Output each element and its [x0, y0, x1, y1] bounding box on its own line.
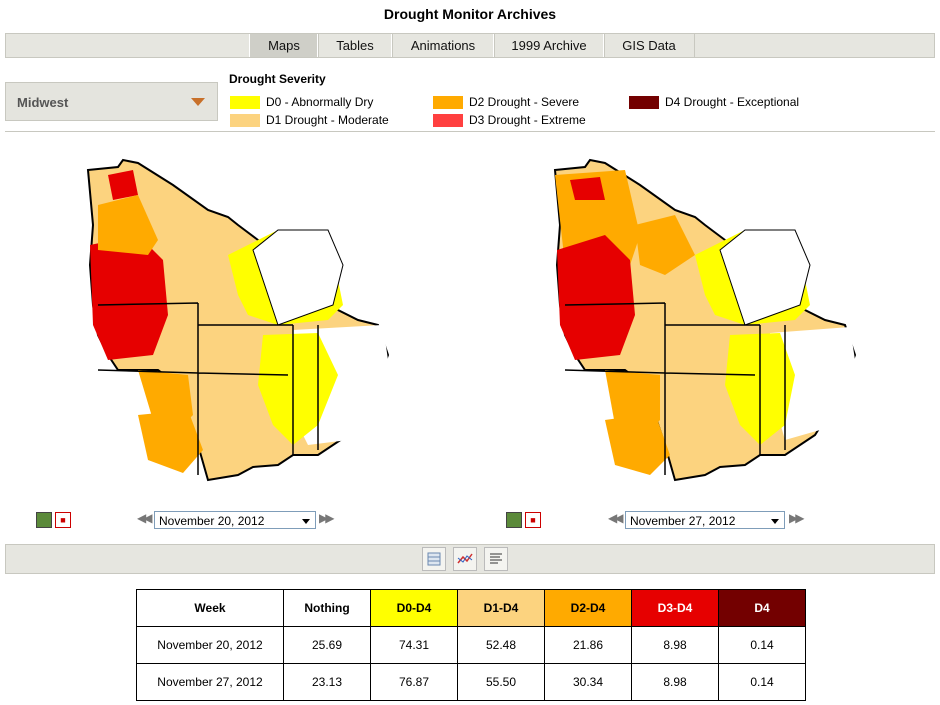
drought-map-right: [553, 158, 857, 482]
cell-d3-d4: 8.98: [631, 626, 719, 664]
cell-d1-d4: 52.48: [457, 626, 545, 664]
cell-nothing: 23.13: [283, 663, 371, 701]
chevron-down-icon: [771, 519, 779, 524]
date-select-left[interactable]: November 20, 2012: [154, 511, 316, 529]
cell-d1-d4: 55.50: [457, 663, 545, 701]
table-header-row: Week Nothing D0-D4 D1-D4 D2-D4 D3-D4 D4: [136, 589, 806, 627]
double-right-arrow-icon[interactable]: ▶▶: [789, 511, 805, 525]
divider: [5, 131, 935, 132]
tab-maps[interactable]: Maps: [249, 34, 319, 57]
pdf-icon[interactable]: ■: [55, 512, 71, 528]
cell-d2-d4: 21.86: [544, 626, 632, 664]
legend-item-d3: D3 Drought - Extreme: [433, 113, 586, 128]
legend-item-d0: D0 - Abnormally Dry: [230, 95, 373, 110]
cell-d4: 0.14: [718, 626, 806, 664]
cell-d0-d4: 76.87: [370, 663, 458, 701]
cell-nothing: 25.69: [283, 626, 371, 664]
chart-icon[interactable]: [453, 547, 477, 571]
legend-item-d2: D2 Drought - Severe: [433, 95, 579, 110]
cell-d4: 0.14: [718, 663, 806, 701]
drought-map-left: [86, 158, 390, 482]
double-right-arrow-icon[interactable]: ▶▶: [319, 511, 335, 525]
date-select-right[interactable]: November 27, 2012: [625, 511, 785, 529]
chevron-down-icon: [191, 98, 205, 106]
legend-item-d4: D4 Drought - Exceptional: [629, 95, 799, 110]
cell-d3-d4: 8.98: [631, 663, 719, 701]
legend-title: Drought Severity: [229, 72, 326, 86]
pdf-icon[interactable]: ■: [525, 512, 541, 528]
date-select-right-value: November 27, 2012: [630, 514, 736, 528]
tab-tables[interactable]: Tables: [317, 34, 393, 57]
col-header-week: Week: [136, 589, 284, 627]
region-dropdown-value: Midwest: [17, 95, 69, 110]
table-row: November 20, 2012 25.69 74.31 52.48 21.8…: [136, 626, 806, 664]
tab-gis-data[interactable]: GIS Data: [603, 34, 695, 57]
table-icon[interactable]: [422, 547, 446, 571]
cell-d0-d4: 74.31: [370, 626, 458, 664]
cell-d2-d4: 30.34: [544, 663, 632, 701]
region-dropdown[interactable]: Midwest: [5, 82, 218, 121]
col-header-d0-d4: D0-D4: [370, 589, 458, 627]
tab-1999-archive[interactable]: 1999 Archive: [493, 34, 605, 57]
image-icon[interactable]: [36, 512, 52, 528]
page-title: Drought Monitor Archives: [383, 6, 557, 22]
col-header-d2-d4: D2-D4: [544, 589, 632, 627]
col-header-d3-d4: D3-D4: [631, 589, 719, 627]
double-left-arrow-icon[interactable]: ◀◀: [608, 511, 624, 525]
legend-item-d1: D1 Drought - Moderate: [230, 113, 389, 128]
image-icon[interactable]: [506, 512, 522, 528]
col-header-d4: D4: [718, 589, 806, 627]
cell-week: November 20, 2012: [136, 626, 284, 664]
cell-week: November 27, 2012: [136, 663, 284, 701]
view-toolbar: [5, 544, 935, 574]
tab-animations[interactable]: Animations: [391, 34, 495, 57]
main-nav: Maps Tables Animations 1999 Archive GIS …: [5, 33, 935, 58]
drought-stats-table: Week Nothing D0-D4 D1-D4 D2-D4 D3-D4 D4 …: [136, 589, 806, 701]
text-icon[interactable]: [484, 547, 508, 571]
double-left-arrow-icon[interactable]: ◀◀: [137, 511, 153, 525]
col-header-nothing: Nothing: [283, 589, 371, 627]
chevron-down-icon: [302, 519, 310, 524]
date-select-left-value: November 20, 2012: [159, 514, 265, 528]
table-row: November 27, 2012 23.13 76.87 55.50 30.3…: [136, 663, 806, 701]
col-header-d1-d4: D1-D4: [457, 589, 545, 627]
